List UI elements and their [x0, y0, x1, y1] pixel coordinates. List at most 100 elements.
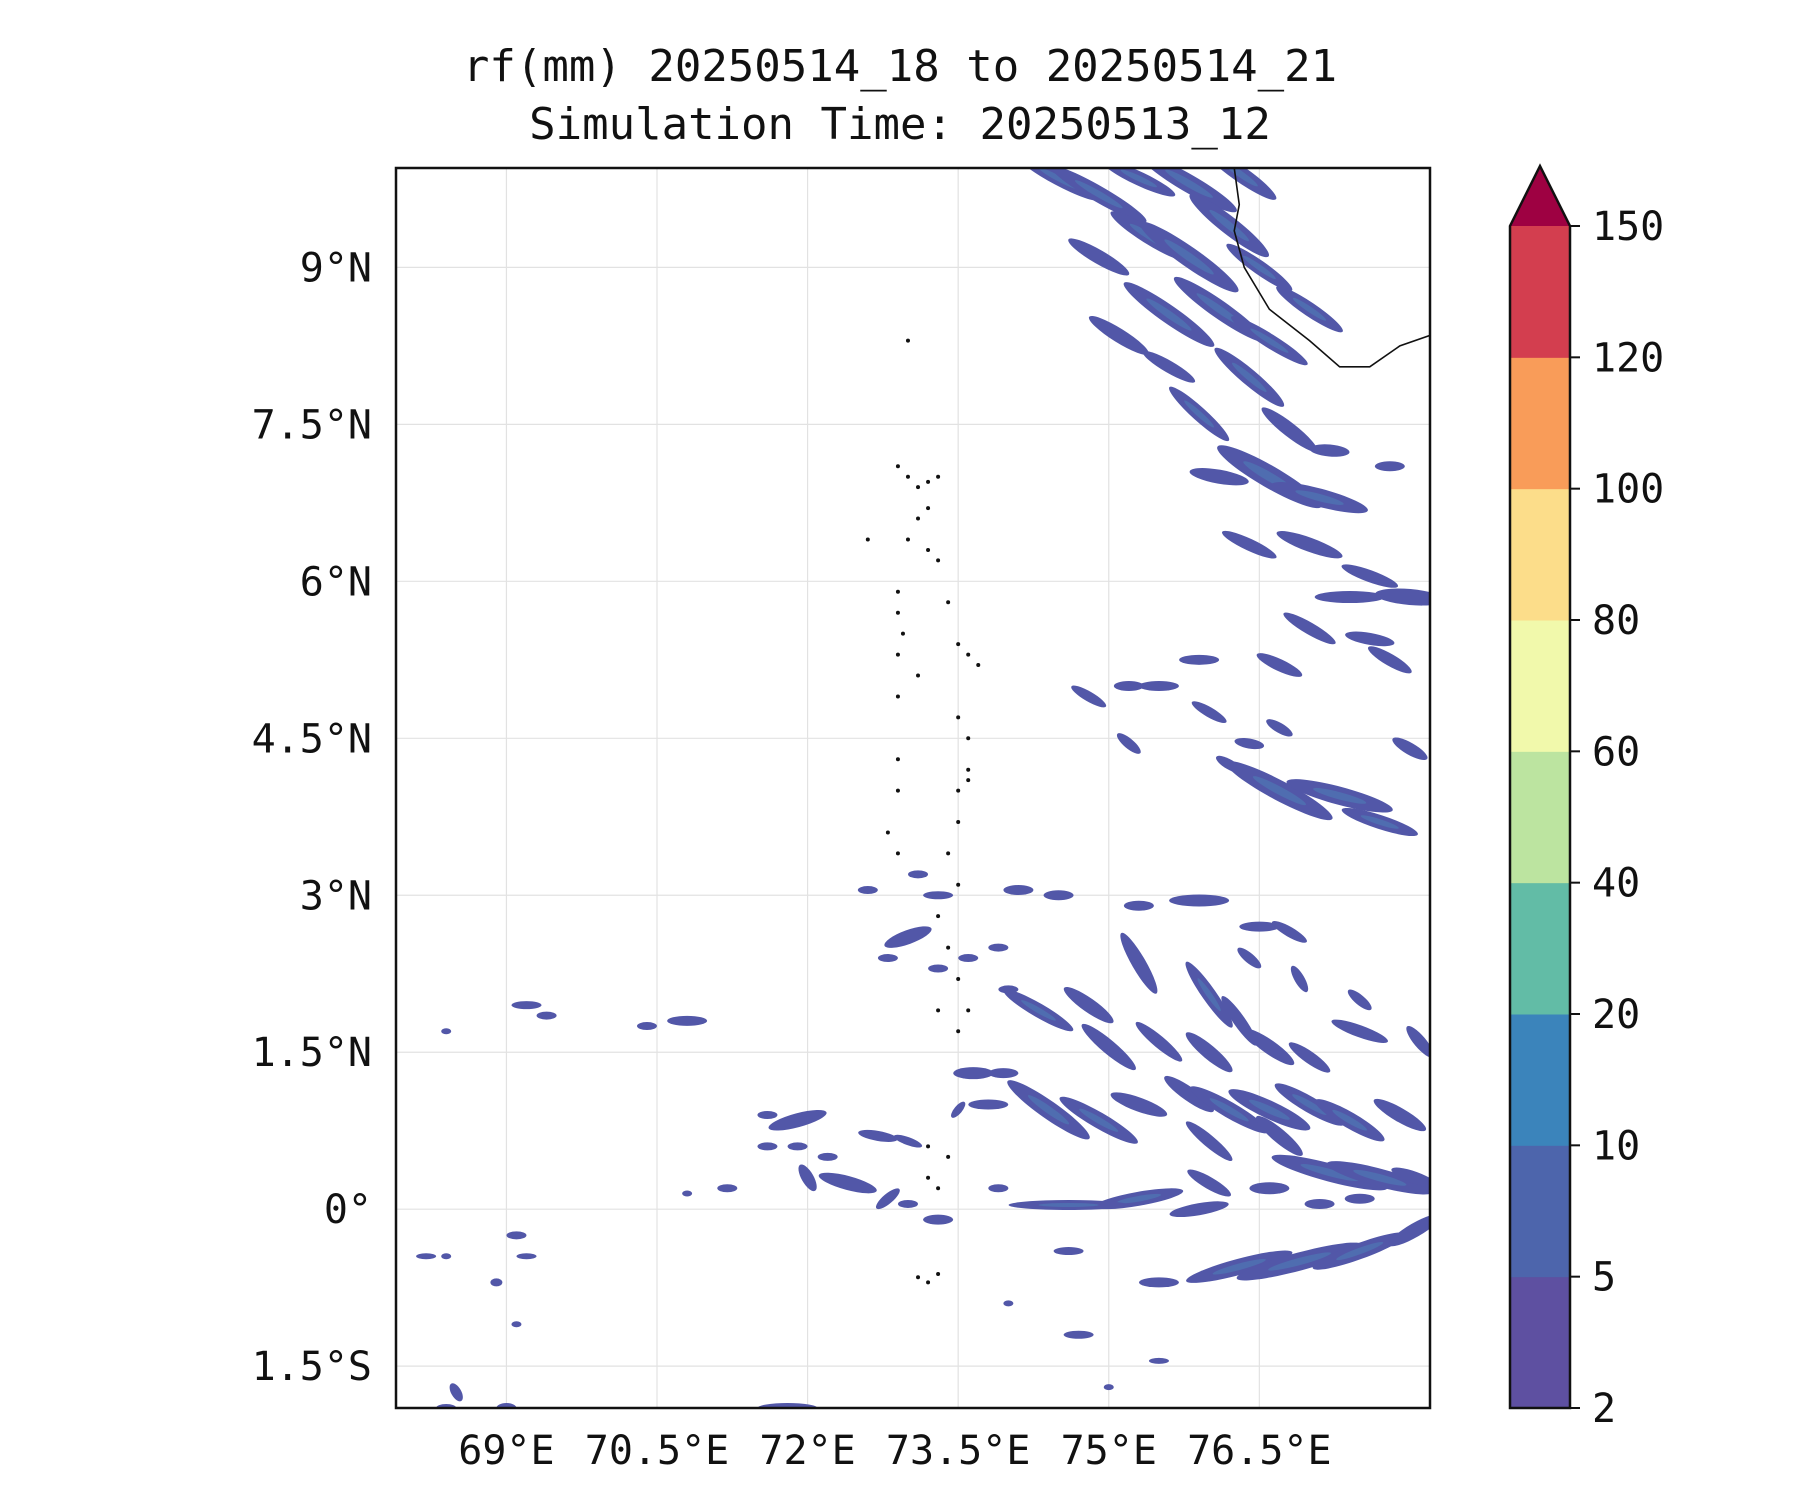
rain-blob — [857, 886, 878, 895]
island-outline — [936, 474, 941, 479]
island-outline — [916, 673, 921, 678]
island-outline — [926, 506, 931, 511]
rain-blob-core — [1209, 1098, 1249, 1122]
rain-blob — [923, 1214, 954, 1225]
rain-blob — [1304, 1198, 1335, 1209]
rain-blob-core — [1184, 400, 1215, 428]
rain-blob — [1392, 737, 1428, 761]
rain-blob — [1110, 1092, 1168, 1117]
rain-blob — [1071, 685, 1107, 708]
island-outline — [936, 1272, 941, 1277]
rain-blob-core — [1164, 239, 1214, 275]
colorbar-segment — [1510, 1145, 1570, 1278]
rain-blob — [923, 891, 954, 900]
lon-tick-label: 76.5°E — [1187, 1428, 1332, 1474]
rain-blob — [897, 1199, 918, 1208]
rain-blob — [988, 1184, 1009, 1193]
island-outline — [895, 851, 900, 856]
island-outline — [966, 652, 971, 657]
rain-blob — [490, 1278, 503, 1287]
island-outline — [946, 851, 951, 856]
rain-blob — [1388, 1213, 1430, 1247]
rain-blob-core — [1250, 328, 1289, 353]
rain-blob — [1138, 680, 1179, 691]
island-outline — [926, 1144, 931, 1149]
rain-blob — [1120, 932, 1158, 994]
rain-blob — [1261, 407, 1318, 452]
island-outline — [936, 1186, 941, 1191]
map-frame — [394, 166, 1432, 1410]
rain-blob — [1244, 1028, 1295, 1066]
rain-blob — [884, 926, 932, 948]
rain-blob — [1256, 653, 1303, 677]
colorbar-outline — [1508, 163, 1572, 1410]
rain-blob — [682, 1190, 693, 1197]
rain-blob — [1234, 737, 1265, 750]
island-outline — [905, 338, 910, 343]
colorbar-tick-label: 10 — [1592, 1123, 1640, 1169]
rain-blob — [506, 1231, 527, 1240]
chart-subtitle: Simulation Time: 20250513_12 — [529, 99, 1271, 150]
rain-blob — [1003, 885, 1034, 896]
colorbar-segment — [1510, 488, 1570, 621]
island-outline — [916, 485, 921, 490]
lat-tick-label: 7.5°N — [252, 402, 372, 448]
rain-blob — [1375, 588, 1430, 606]
colorbar-segment — [1510, 357, 1570, 490]
rain-blob — [1123, 900, 1154, 911]
colorbar-tick-label: 150 — [1592, 204, 1664, 250]
rain-blob — [988, 1068, 1019, 1079]
rain-blob — [511, 1321, 522, 1328]
rain-blob — [1345, 631, 1395, 647]
rain-blob-core — [1209, 209, 1250, 242]
rain-blob — [1185, 1032, 1233, 1073]
island-outline — [926, 547, 931, 552]
colorbar: 2 5 10 20 40 60 80 100 120 150 — [1508, 163, 1664, 1432]
island-outline — [966, 1008, 971, 1013]
rain-blob — [416, 1253, 437, 1260]
colorbar-segment — [1510, 882, 1570, 1015]
rain-blob-core — [1336, 1241, 1384, 1261]
colorbar-tick-label: 60 — [1592, 729, 1640, 775]
island-outline — [946, 600, 951, 605]
rain-blob-core — [1353, 1169, 1407, 1186]
rain-blob — [1113, 680, 1144, 691]
rain-blob — [1271, 920, 1307, 943]
island-outline — [936, 914, 941, 919]
rain-blob — [1255, 1115, 1303, 1156]
island-outline — [956, 1029, 961, 1034]
rain-blob — [1290, 965, 1309, 993]
rain-blob-core — [1292, 1094, 1327, 1115]
rain-blob — [1391, 1167, 1430, 1189]
rain-blob — [1185, 1121, 1233, 1161]
island-outline — [895, 694, 900, 699]
rain-blob-core — [1292, 297, 1327, 321]
rain-blob-core — [1220, 168, 1258, 187]
rain-blob — [1187, 1169, 1232, 1197]
island-outline — [946, 945, 951, 950]
rain-blob — [877, 954, 898, 963]
gridlines — [396, 168, 1430, 1408]
island-outline — [895, 652, 900, 657]
island-outline — [926, 479, 931, 484]
island-outline — [936, 1008, 941, 1013]
rain-blob — [1169, 1201, 1229, 1218]
island-outline — [885, 830, 890, 835]
rain-blob — [1215, 755, 1243, 774]
rain-blob — [1164, 1075, 1214, 1113]
rain-blob-core — [1332, 1109, 1368, 1131]
lon-tick-label: 75°E — [1061, 1428, 1157, 1474]
rain-blob-core — [1300, 1164, 1359, 1182]
lon-tick-label: 72°E — [759, 1428, 855, 1474]
island-outline — [926, 1280, 931, 1285]
colorbar-extend-arrow — [1510, 166, 1570, 226]
rain-blob — [893, 1134, 923, 1148]
rain-blob — [988, 943, 1009, 952]
rain-blob-core — [1074, 180, 1123, 209]
rain-blob — [1373, 1098, 1427, 1132]
colorbar-segment — [1510, 1014, 1570, 1146]
rain-blob — [1043, 890, 1074, 901]
rain-blob-core — [1252, 776, 1306, 806]
island-outline — [895, 464, 900, 469]
